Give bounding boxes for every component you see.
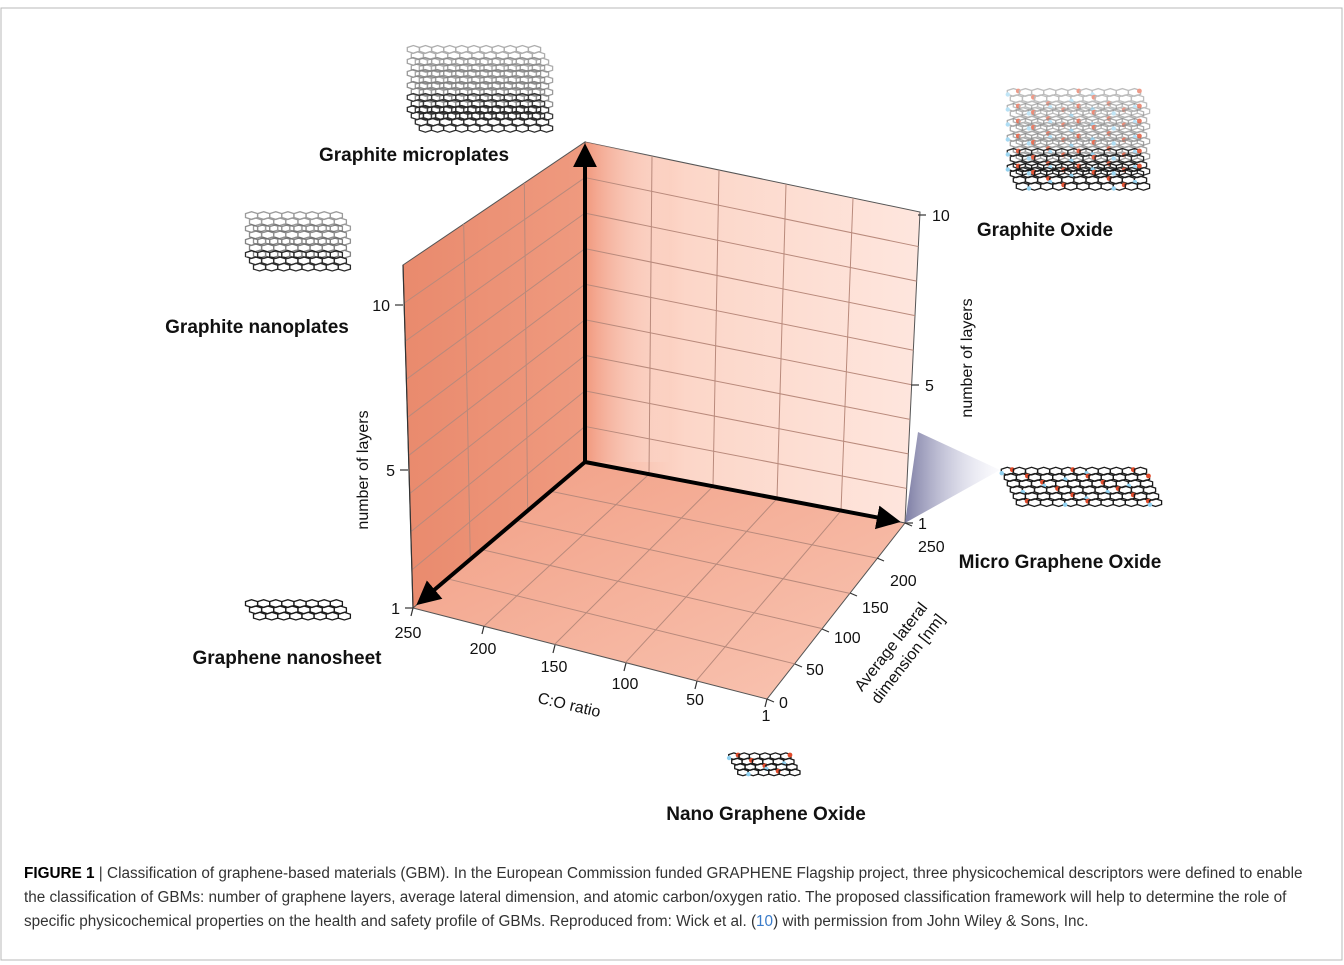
right-tick-label-10: 10 bbox=[932, 208, 950, 225]
label-micro-graphene-oxide: Micro Graphene Oxide bbox=[959, 552, 1162, 573]
right-tick-label-5: 5 bbox=[925, 378, 934, 395]
lateral-tick-label-100: 100 bbox=[834, 630, 861, 647]
lateral-tick-label-0: 0 bbox=[779, 695, 788, 712]
label-graphite-microplates: Graphite microplates bbox=[319, 145, 509, 166]
co-axis-arrow bbox=[416, 460, 587, 606]
left-tick-label-10: 10 bbox=[372, 298, 390, 315]
label-graphite-nanoplates: Graphite nanoplates bbox=[165, 317, 349, 338]
caption-text: Classification of graphene-based materia… bbox=[24, 865, 1303, 930]
co-tick-label-50: 50 bbox=[686, 692, 704, 709]
label-nano-graphene-oxide: Nano Graphene Oxide bbox=[666, 804, 866, 825]
grid-lines bbox=[403, 155, 919, 682]
right-tick-label-1: 1 bbox=[918, 516, 927, 533]
co-tick-label-200: 200 bbox=[470, 641, 497, 658]
projection-shadow bbox=[905, 432, 1000, 523]
caption-separator: | bbox=[94, 865, 108, 882]
lateral-axis-ticks bbox=[766, 522, 913, 703]
figure-caption: FIGURE 1 | Classification of graphene-ba… bbox=[24, 862, 1324, 934]
co-tick-label-150: 150 bbox=[541, 659, 568, 676]
lateral-axis-arrow bbox=[584, 460, 901, 530]
co-axis-ticks bbox=[410, 607, 768, 708]
left-layers-axis bbox=[402, 264, 414, 609]
back-wall-sheen bbox=[585, 142, 670, 462]
left-tick-label-1: 1 bbox=[391, 601, 400, 618]
co-tick-label-100: 100 bbox=[612, 676, 639, 693]
caption-text-end: ) with permission from John Wiley & Sons… bbox=[773, 913, 1089, 930]
lateral-tick-label-250: 250 bbox=[918, 539, 945, 556]
co-tick-label-250: 250 bbox=[395, 625, 422, 642]
label-graphene-nanosheet: Graphene nanosheet bbox=[193, 648, 383, 669]
lateral-tick-label-200: 200 bbox=[890, 573, 917, 590]
left-layers-axis-title: number of layers bbox=[355, 410, 372, 529]
right-layers-axis-title: number of layers bbox=[959, 298, 976, 417]
reference-link[interactable]: 10 bbox=[756, 913, 774, 930]
co-tick-label-1: 1 bbox=[762, 708, 771, 725]
left-tick-label-5: 5 bbox=[386, 463, 395, 480]
molecular-illustrations bbox=[244, 44, 1163, 777]
figure-number: FIGURE 1 bbox=[24, 865, 95, 882]
label-graphite-oxide: Graphite Oxide bbox=[977, 220, 1113, 241]
lateral-tick-label-150: 150 bbox=[862, 600, 889, 617]
lateral-tick-label-50: 50 bbox=[806, 662, 824, 679]
